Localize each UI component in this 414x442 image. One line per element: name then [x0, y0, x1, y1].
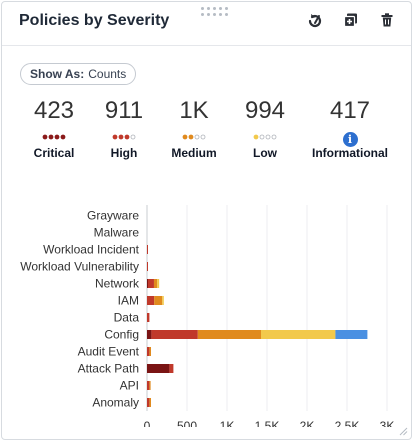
bar-segment[interactable]	[147, 245, 148, 254]
widget-title: Policies by Severity	[19, 12, 170, 29]
dot-empty	[200, 134, 206, 140]
stat-label: Low	[253, 146, 277, 160]
dot-empty	[259, 134, 265, 140]
dot-filled	[60, 134, 66, 140]
bar-segment[interactable]	[151, 330, 198, 339]
x-tick-label: 0	[144, 419, 151, 427]
y-category-label: API	[120, 379, 139, 393]
bar-segment[interactable]	[147, 398, 150, 407]
widget-actions	[307, 12, 395, 28]
stat-medium[interactable]: 1K Medium	[154, 96, 234, 160]
stat-high[interactable]: 911 High	[84, 96, 164, 160]
bar-segment[interactable]	[147, 347, 150, 356]
drag-handle-icon[interactable]	[201, 7, 231, 17]
bar-segment[interactable]	[149, 381, 151, 390]
bar-segment[interactable]	[153, 279, 158, 288]
dot-empty	[265, 134, 271, 140]
stat-label: Informational	[311, 146, 388, 160]
dot-empty	[130, 134, 136, 140]
x-tick-label: 3K	[380, 419, 395, 427]
x-tick-label: 1.5K	[255, 419, 280, 427]
stat-value: 1K	[179, 97, 209, 124]
resize-handle-icon[interactable]	[398, 426, 408, 436]
dot-filled	[253, 134, 259, 140]
severity-dots-icon	[112, 134, 136, 140]
dot-empty	[194, 134, 200, 140]
stat-critical[interactable]: 423 Critical	[14, 96, 94, 160]
bar-segment[interactable]	[162, 296, 164, 305]
bar-segment[interactable]	[335, 330, 368, 339]
x-tick-label: 500	[177, 419, 197, 427]
bar-segment[interactable]	[147, 330, 152, 339]
bar-segment[interactable]	[154, 296, 163, 305]
bar-segment[interactable]	[157, 279, 160, 288]
bar-segment[interactable]	[147, 313, 150, 322]
bar-segment[interactable]	[197, 330, 261, 339]
bar-segment[interactable]	[149, 398, 151, 407]
dot-filled	[112, 134, 118, 140]
bar-segment[interactable]	[147, 262, 148, 271]
bar-segment[interactable]	[169, 364, 174, 373]
x-tick-label: 1K	[220, 419, 235, 427]
y-category-label: Malware	[94, 226, 140, 240]
bar-segment[interactable]	[149, 347, 151, 356]
y-category-label: Anomaly	[92, 396, 139, 410]
stat-low[interactable]: 994 Low	[225, 96, 305, 160]
stat-value: 994	[244, 97, 286, 124]
y-category-label: Data	[114, 311, 140, 325]
show-as-label: Show As:	[30, 67, 85, 81]
y-category-label: Network	[95, 277, 140, 291]
stat-label: High	[110, 146, 138, 160]
stat-value: 423	[33, 97, 75, 124]
y-category-label: Attack Path	[78, 362, 139, 376]
y-category-label: Workload Vulnerability	[20, 260, 139, 274]
dot-filled	[54, 134, 60, 140]
bar-segment[interactable]	[147, 279, 154, 288]
bar-segment[interactable]	[147, 279, 148, 288]
stat-informational[interactable]: 417 i Informational	[305, 96, 395, 160]
stat-value: 417	[329, 97, 371, 124]
dot-filled	[124, 134, 130, 140]
dot-filled	[48, 134, 54, 140]
x-tick-label: 2K	[300, 419, 315, 427]
dot-filled	[42, 134, 48, 140]
refresh-icon[interactable]	[307, 12, 323, 28]
severity-dots-icon	[253, 134, 277, 140]
stat-label: Critical	[33, 146, 75, 160]
severity-dots-icon	[42, 134, 66, 140]
y-category-label: Audit Event	[78, 345, 140, 359]
header-divider	[2, 45, 411, 46]
bar-segment[interactable]	[147, 364, 170, 373]
stat-label: Medium	[171, 146, 217, 160]
show-as-value: Counts	[88, 67, 127, 81]
delete-icon[interactable]	[379, 12, 395, 28]
show-as-toggle[interactable]: Show As: Counts	[20, 63, 137, 85]
bar-segment[interactable]	[147, 381, 150, 390]
y-category-label: IAM	[118, 294, 139, 308]
y-category-label: Grayware	[87, 209, 139, 223]
severity-dots-icon	[182, 134, 206, 140]
bar-segment[interactable]	[147, 296, 155, 305]
y-category-label: Workload Incident	[43, 243, 139, 257]
y-category-label: Config	[104, 328, 139, 342]
stat-value: 911	[104, 97, 144, 124]
dot-filled	[118, 134, 124, 140]
dot-empty	[271, 134, 277, 140]
severity-bar-chart: 0 500 1K 1.5K 2K 2.5K 3K Grayware Malware Workloa…	[20, 205, 395, 427]
dot-filled	[182, 134, 188, 140]
dot-filled	[188, 134, 194, 140]
bar-segment[interactable]	[261, 330, 336, 339]
x-tick-label: 2.5K	[335, 419, 360, 427]
info-icon: i	[342, 132, 358, 147]
copy-icon[interactable]	[343, 12, 359, 28]
